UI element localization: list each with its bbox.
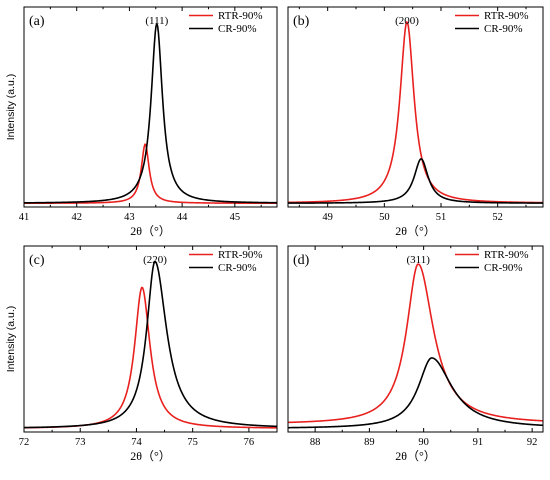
panel-a: 41 42 43 44 45 2θ（°） Intensity (a.u.) (a) (111) R… bbox=[5, 6, 278, 238]
x-tick-label: 42 bbox=[71, 212, 82, 223]
y-axis-label: Intensity (a.u.) bbox=[5, 74, 17, 141]
panel-label: (c) bbox=[29, 253, 45, 268]
x-tick-label: 91 bbox=[473, 437, 484, 448]
legend-label-rtr: RTR-90% bbox=[218, 249, 263, 261]
x-tick-label: 45 bbox=[230, 212, 241, 223]
panel-label: (b) bbox=[293, 14, 310, 29]
x-tick-label: 49 bbox=[322, 212, 333, 223]
x-axis-label: 2θ（°） bbox=[130, 449, 171, 463]
x-tick-label: 51 bbox=[436, 212, 447, 223]
series-line-cr bbox=[288, 158, 543, 204]
x-tick-label: 89 bbox=[364, 437, 375, 448]
peak-label: (311) bbox=[407, 254, 431, 266]
x-tick-label: 43 bbox=[124, 212, 135, 223]
x-tick-label: 41 bbox=[19, 212, 30, 223]
series-line-rtr bbox=[288, 263, 543, 424]
legend-label-cr: CR-90% bbox=[484, 262, 523, 274]
x-tick-label: 75 bbox=[187, 437, 198, 448]
plot-frame bbox=[287, 245, 544, 433]
legend-label-cr: CR-90% bbox=[218, 262, 257, 274]
x-axis-label: 2θ（°） bbox=[395, 449, 436, 463]
panel-c: 72 73 74 75 76 2θ（°） Intensity (a.u.) (c) (220) R… bbox=[5, 245, 278, 463]
series-line-cr bbox=[288, 357, 543, 429]
x-axis-label: 2θ（°） bbox=[130, 224, 171, 238]
panel-d: 88 89 90 91 92 2θ（°） (d) (311) RTR-90%CR-90% bbox=[287, 245, 544, 463]
series-line-rtr bbox=[24, 143, 277, 205]
x-axis-label: 2θ（°） bbox=[395, 224, 436, 238]
series-line-rtr bbox=[24, 286, 277, 429]
x-tick-label: 73 bbox=[75, 437, 86, 448]
legend-label-rtr: RTR-90% bbox=[484, 249, 529, 261]
x-tick-label: 92 bbox=[527, 437, 538, 448]
y-axis-label: Intensity (a.u.) bbox=[5, 306, 17, 373]
panel-label: (a) bbox=[29, 14, 45, 29]
legend-label-rtr: RTR-90% bbox=[218, 10, 263, 22]
panel-label: (d) bbox=[293, 253, 310, 268]
x-tick-label: 90 bbox=[418, 437, 429, 448]
peak-label: (200) bbox=[395, 15, 419, 27]
legend-label-rtr: RTR-90% bbox=[484, 10, 529, 22]
x-tick-label: 52 bbox=[492, 212, 503, 223]
peak-label: (111) bbox=[145, 15, 168, 27]
x-tick-label: 72 bbox=[19, 437, 30, 448]
x-tick-label: 50 bbox=[379, 212, 390, 223]
legend-label-cr: CR-90% bbox=[218, 23, 257, 35]
series-line-cr bbox=[24, 22, 277, 204]
series-line-rtr bbox=[288, 21, 543, 204]
peak-label: (220) bbox=[143, 254, 167, 266]
x-tick-label: 76 bbox=[244, 437, 255, 448]
series-line-cr bbox=[24, 260, 277, 429]
x-tick-label: 74 bbox=[131, 437, 142, 448]
x-tick-label: 88 bbox=[310, 437, 321, 448]
panel-b: 49 50 51 52 2θ（°） (b) (200) RTR-90%CR-90% bbox=[287, 6, 544, 238]
plot-frame bbox=[23, 245, 278, 433]
plot-frame bbox=[287, 6, 544, 208]
x-tick-label: 44 bbox=[177, 212, 188, 223]
legend-label-cr: CR-90% bbox=[484, 23, 523, 35]
plot-frame bbox=[23, 6, 278, 208]
